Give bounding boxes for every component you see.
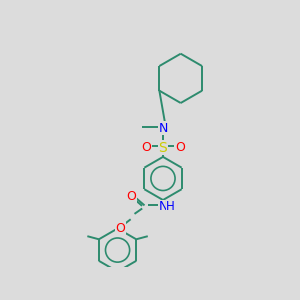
Text: O: O — [116, 222, 126, 235]
Text: S: S — [159, 141, 167, 154]
Text: N: N — [158, 200, 168, 213]
Text: O: O — [127, 190, 136, 202]
Text: O: O — [175, 141, 185, 154]
Text: O: O — [141, 141, 151, 154]
Text: N: N — [158, 122, 168, 135]
Text: H: H — [166, 200, 175, 213]
